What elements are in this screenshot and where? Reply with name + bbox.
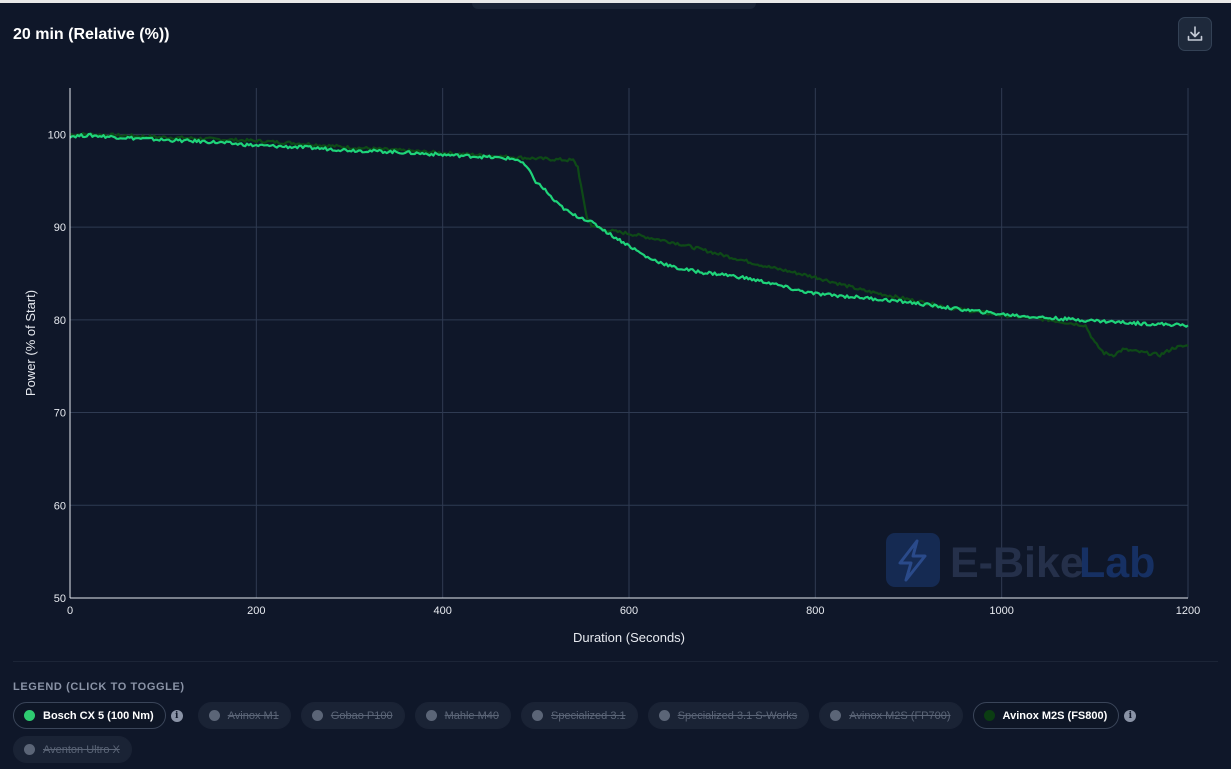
watermark-logo: E-Bike Lab — [886, 533, 1155, 587]
y-tick-label: 60 — [54, 500, 66, 512]
watermark-text-b: Lab — [1079, 539, 1155, 587]
x-tick-label: 200 — [247, 605, 265, 617]
legend-label: Aventon Ultro X — [43, 743, 120, 756]
window-top-border — [0, 0, 1231, 3]
y-tick-label: 90 — [54, 222, 66, 234]
y-tick-label: 70 — [54, 408, 66, 420]
legend-label: Specialized 3.1 — [551, 709, 626, 722]
bolt-icon — [898, 539, 927, 582]
legend-swatch — [24, 744, 35, 755]
legend-item-specialized-3-1-s-works[interactable]: Specialized 3.1 S-Works — [647, 702, 810, 729]
legend-swatch — [983, 710, 995, 721]
legend-item-specialized-3-1[interactable]: Specialized 3.1 — [521, 702, 638, 729]
y-axis-label: Power (% of Start) — [23, 290, 38, 396]
legend-label: Avinox M1 — [227, 709, 279, 722]
x-axis-label: Duration (Seconds) — [573, 630, 685, 645]
download-icon — [1187, 26, 1203, 41]
y-tick-label: 50 — [54, 593, 66, 605]
legend-swatch — [208, 710, 220, 721]
x-tick-label: 800 — [806, 605, 824, 617]
legend-label: Avinox M2S (FS800) — [1002, 709, 1108, 722]
watermark-text-a: E-Bike — [950, 539, 1084, 587]
legend-title: LEGEND (CLICK TO TOGGLE) — [13, 681, 185, 693]
x-tick-label: 1200 — [1176, 605, 1200, 617]
x-tick-label: 0 — [67, 605, 73, 617]
legend-swatch — [830, 710, 842, 721]
legend-swatch — [532, 710, 544, 721]
series-line-bosch-cx-5-100-nm — [69, 132, 1189, 328]
legend-item-bosch-cx-5-100-nm[interactable]: Bosch CX 5 (100 Nm) — [13, 702, 166, 729]
legend-label: Specialized 3.1 S-Works — [677, 709, 798, 722]
legend: Bosch CX 5 (100 Nm) i Avinox M1 Gobao P100 M… — [13, 702, 1223, 763]
info-icon[interactable]: i — [170, 709, 183, 722]
series-layer — [69, 131, 1189, 358]
legend-item-avinox-m2s-fp700[interactable]: Avinox M2S (FP700) — [819, 702, 963, 729]
legend-label: Bosch CX 5 (100 Nm) — [43, 709, 154, 722]
info-icon[interactable]: i — [1124, 709, 1137, 722]
legend-item-mahle-m40[interactable]: Mahle M40 — [414, 702, 512, 729]
x-tick-label: 1000 — [989, 605, 1013, 617]
series-line-avinox-m2s-fs800 — [69, 131, 1189, 358]
y-tick-label: 80 — [54, 315, 66, 327]
download-button[interactable] — [1178, 17, 1212, 51]
legend-item-aventon-ultro-x[interactable]: Aventon Ultro X — [13, 736, 132, 763]
window-top-notch — [472, 3, 756, 9]
x-tick-label: 600 — [620, 605, 638, 617]
legend-item-avinox-m2s-fs800[interactable]: Avinox M2S (FS800) — [972, 702, 1120, 729]
legend-swatch — [425, 710, 437, 721]
chart-grid — [70, 88, 1189, 598]
legend-label: Mahle M40 — [444, 709, 500, 722]
legend-swatch — [24, 710, 35, 721]
legend-item-gobao-p100[interactable]: Gobao P100 — [300, 702, 405, 729]
y-tick-label: 100 — [48, 129, 66, 141]
legend-label: Gobao P100 — [330, 709, 393, 722]
legend-label: Avinox M2S (FP700) — [849, 709, 951, 722]
bolt-icon-bg — [886, 533, 940, 587]
x-tick-label: 400 — [433, 605, 451, 617]
legend-swatch — [311, 710, 323, 721]
chart-title: 20 min (Relative (%)) — [13, 26, 170, 43]
legend-swatch — [658, 710, 670, 721]
legend-divider — [13, 661, 1218, 662]
legend-item-avinox-m1[interactable]: Avinox M1 — [197, 702, 291, 729]
